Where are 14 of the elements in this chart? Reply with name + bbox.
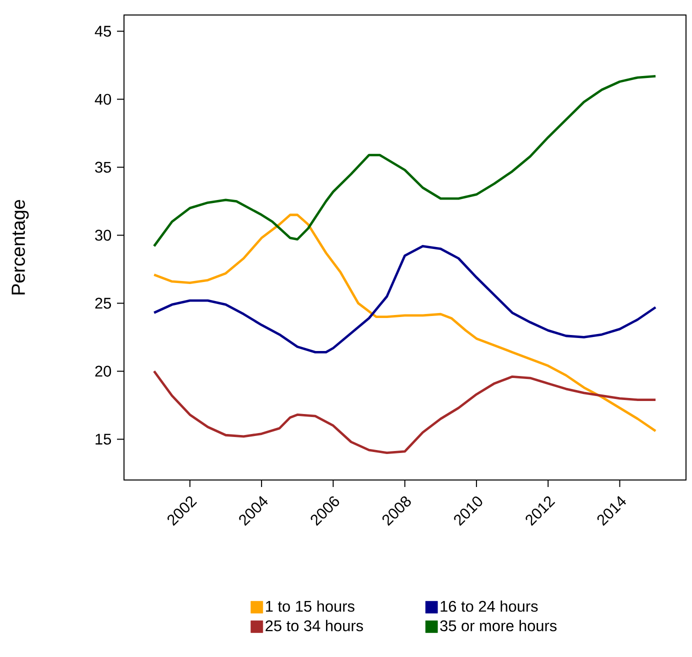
line-series [152, 214, 657, 432]
line-series [152, 370, 657, 454]
y-tick-label: 35 [95, 162, 112, 173]
legend-label: 25 to 34 hours [266, 620, 363, 632]
y-tick-label: 45 [94, 26, 112, 37]
y-tick-label: 40 [94, 94, 112, 105]
y-tick-label: 20 [95, 366, 112, 377]
y-tick-label: 30 [95, 230, 112, 241]
legend-label: 1 to 15 hours [266, 600, 354, 612]
y-tick-label: 15 [96, 434, 112, 445]
legend-label: 35 or more hours [440, 620, 557, 632]
legend-label: 16 to 24 hours [440, 600, 538, 612]
y-tick-label: 25 [95, 298, 112, 309]
y-axis-title: Percentage [12, 200, 29, 294]
